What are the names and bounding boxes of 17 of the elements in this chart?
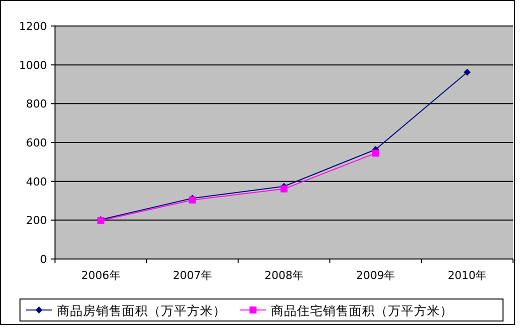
legend-label: 商品住宅销售面积（万平方米） [271, 303, 453, 318]
point [372, 150, 380, 157]
x-tick-label: 2008年 [264, 269, 304, 282]
x-tick-label: 2006年 [81, 269, 120, 282]
y-tick-label: 200 [26, 214, 47, 228]
y-tick-label: 1200 [19, 20, 47, 33]
point [464, 68, 471, 76]
y-tick-label: 1000 [19, 58, 47, 72]
x-tick-label: 2007年 [172, 269, 212, 282]
x-tick-label: 2010年 [448, 269, 487, 282]
x-tick-label: 2009年 [356, 269, 396, 282]
y-tick-label: 0 [40, 253, 47, 266]
point [280, 185, 288, 192]
y-tick-label: 400 [26, 175, 47, 188]
y-tick-label: 800 [26, 98, 47, 111]
y-tick-label: 600 [26, 136, 47, 150]
legend-label: 商品房销售面积（万平方米） [57, 303, 226, 318]
